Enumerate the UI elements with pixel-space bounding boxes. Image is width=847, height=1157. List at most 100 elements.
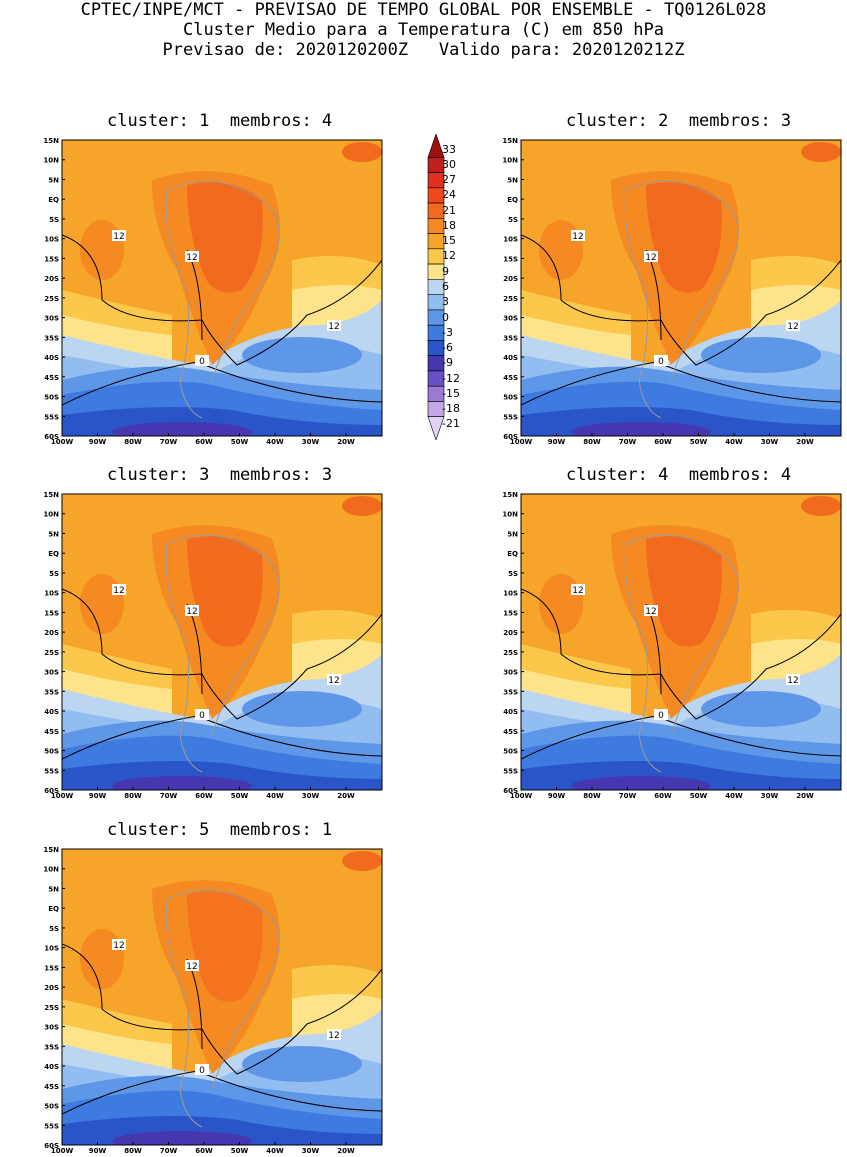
- svg-text:0: 0: [658, 357, 664, 367]
- lat-label: 20S: [44, 629, 59, 637]
- lat-label: 45S: [44, 374, 59, 382]
- lon-label: 40W: [266, 1147, 284, 1155]
- colorbar-label: 27: [442, 173, 456, 187]
- lat-label: 10N: [502, 511, 518, 519]
- lat-label: 30S: [44, 669, 59, 677]
- lon-label: 50W: [231, 792, 249, 800]
- lon-label: 40W: [266, 792, 284, 800]
- lon-label: 80W: [583, 792, 601, 800]
- contour-label: 0: [195, 355, 209, 367]
- header-line-1: CPTEC/INPE/MCT - PREVISAO DE TEMPO GLOBA…: [80, 0, 767, 20]
- lat-label: EQ: [507, 550, 518, 558]
- lon-label: 80W: [124, 438, 142, 446]
- lat-label: 15N: [43, 137, 59, 145]
- lat-label: 15S: [503, 609, 518, 617]
- colorbar-label: -9: [442, 356, 453, 370]
- lat-label: 40S: [44, 1063, 59, 1071]
- lon-label: 70W: [619, 792, 637, 800]
- lon-label: 90W: [548, 438, 566, 446]
- svg-text:12: 12: [113, 232, 124, 242]
- lat-label: 5N: [48, 885, 59, 893]
- lon-label: 60W: [654, 792, 672, 800]
- lon-label: 50W: [231, 438, 249, 446]
- lat-label: 15S: [503, 255, 518, 263]
- svg-text:12: 12: [328, 1031, 339, 1041]
- lat-label: 35S: [503, 334, 518, 342]
- svg-text:0: 0: [658, 711, 664, 721]
- lat-label: 60S: [44, 433, 59, 441]
- lat-label: 30S: [503, 315, 518, 323]
- lat-label: 60S: [503, 433, 518, 441]
- map-panel-1: 12 12 12 0 15N 10N 5N EQ 5S 10S 15S 20S 25S 30S 35S 40S…: [43, 137, 383, 446]
- colorbar-label: 30: [442, 157, 456, 171]
- svg-text:12: 12: [787, 322, 798, 332]
- lon-label: 80W: [124, 792, 142, 800]
- lon-label: 60W: [195, 438, 213, 446]
- lon-label: 100W: [51, 792, 74, 800]
- lat-label: 20S: [44, 275, 59, 283]
- contour-label: 12: [185, 251, 199, 263]
- lat-label: 45S: [503, 374, 518, 382]
- lat-label: 40S: [503, 708, 518, 716]
- colorbar-label: 21: [442, 203, 456, 217]
- lat-label: 5N: [507, 530, 518, 538]
- lon-label: 90W: [548, 792, 566, 800]
- lon-label: 30W: [302, 792, 320, 800]
- colorbar-label: 33: [442, 142, 456, 156]
- lat-label: 25S: [503, 295, 518, 303]
- lat-label: 15S: [44, 609, 59, 617]
- lon-label: 20W: [796, 438, 814, 446]
- lat-label: 60S: [44, 787, 59, 795]
- lat-label: 30S: [44, 315, 59, 323]
- lat-label: 10N: [43, 157, 59, 165]
- lon-label: 100W: [51, 438, 74, 446]
- lat-label: 35S: [503, 688, 518, 696]
- colorbar-label: 9: [442, 264, 449, 278]
- lat-label: 55S: [44, 767, 59, 775]
- map-panel-4: 12 12 12 0 15N 10N 5N EQ 5S 10S 15S 20S 25S 30S 35S 40S…: [502, 491, 842, 800]
- lon-label: 90W: [89, 792, 107, 800]
- lon-label: 70W: [160, 1147, 178, 1155]
- svg-text:12: 12: [328, 322, 339, 332]
- header-line-3: Previsao de: 2020120200Z Valido para: 20…: [162, 40, 685, 60]
- lat-label: 45S: [44, 728, 59, 736]
- lon-label: 50W: [690, 792, 708, 800]
- contour-label: 12: [786, 320, 800, 332]
- lat-label: 25S: [503, 649, 518, 657]
- lon-label: 90W: [89, 1147, 107, 1155]
- contour-label: 12: [786, 674, 800, 686]
- lat-label: 5S: [49, 925, 59, 933]
- svg-text:12: 12: [787, 676, 798, 686]
- lat-label: 10S: [503, 590, 518, 598]
- panel-title-3: cluster: 3 membros: 3: [107, 465, 333, 485]
- lat-label: 30S: [44, 1024, 59, 1032]
- lat-label: 5S: [49, 216, 59, 224]
- lat-label: EQ: [507, 196, 518, 204]
- colorbar-label: 18: [442, 218, 456, 232]
- contour-label: 12: [327, 674, 341, 686]
- lat-label: 15N: [502, 491, 518, 499]
- panel-title-5: cluster: 5 membros: 1: [107, 820, 333, 840]
- map-panel-3: 12 12 12 0 15N 10N 5N EQ 5S 10S 15S 20S 25S 30S 35S 40S…: [43, 491, 383, 800]
- lon-label: 60W: [654, 438, 672, 446]
- svg-text:12: 12: [572, 586, 583, 596]
- contour-label: 12: [185, 960, 199, 972]
- contour-label: 12: [327, 320, 341, 332]
- lon-label: 100W: [51, 1147, 74, 1155]
- colorbar-label: -21: [442, 417, 460, 431]
- lon-label: 60W: [195, 792, 213, 800]
- colorbar-label: 3: [442, 295, 449, 309]
- lon-label: 40W: [266, 438, 284, 446]
- lat-label: EQ: [48, 905, 59, 913]
- lat-label: 20S: [44, 984, 59, 992]
- contour-label: 12: [185, 605, 199, 617]
- lat-label: 5N: [48, 176, 59, 184]
- lat-label: 15S: [44, 964, 59, 972]
- lat-label: 40S: [44, 708, 59, 716]
- lat-label: 45S: [44, 1083, 59, 1091]
- contour-label: 12: [644, 251, 658, 263]
- lat-label: 50S: [44, 1103, 59, 1111]
- lon-label: 30W: [761, 792, 779, 800]
- lat-label: 5N: [48, 530, 59, 538]
- contour-label: 12: [644, 605, 658, 617]
